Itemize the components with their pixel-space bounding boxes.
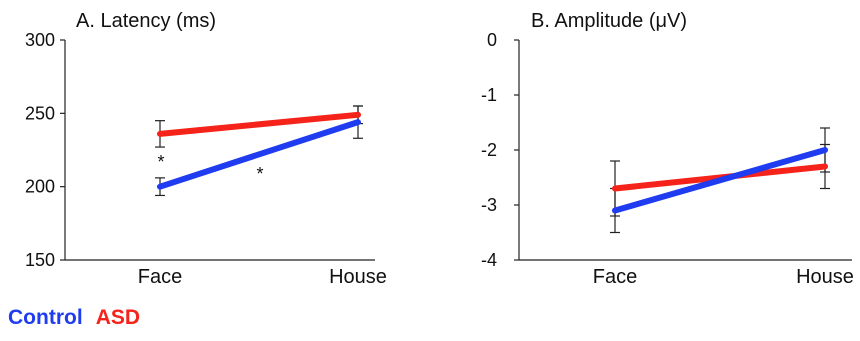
series-line-asd bbox=[157, 111, 361, 137]
x-tick-label: House bbox=[329, 266, 387, 288]
y-tick-label: 0 bbox=[487, 30, 497, 50]
y-tick-label: -1 bbox=[481, 85, 497, 105]
chart-amplitude: B. Amplitude (μV) 0 -1 -2 -3 -4 Face House bbox=[481, 10, 854, 288]
x-tick-label: House bbox=[796, 266, 854, 288]
chart-amplitude-title: B. Amplitude (μV) bbox=[531, 10, 687, 32]
y-tick-label: 300 bbox=[25, 30, 55, 50]
chart-amplitude-y-ticks: 0 -1 -2 -3 -4 bbox=[481, 30, 519, 270]
chart-amplitude-series bbox=[610, 127, 830, 234]
series-line-control bbox=[157, 119, 361, 190]
series-line-control bbox=[612, 147, 828, 214]
y-tick-label: 250 bbox=[25, 103, 55, 123]
chart-amplitude-x-labels: Face House bbox=[593, 266, 854, 288]
y-tick-label: 150 bbox=[25, 250, 55, 270]
annotation-star: * bbox=[157, 152, 164, 172]
y-tick-label: -3 bbox=[481, 195, 497, 215]
annotation-star: * bbox=[256, 164, 263, 184]
y-tick-label: -4 bbox=[481, 250, 497, 270]
y-tick-label: 200 bbox=[25, 177, 55, 197]
chart-latency-title: A. Latency (ms) bbox=[76, 10, 216, 32]
x-tick-label: Face bbox=[138, 266, 182, 288]
x-tick-label: Face bbox=[593, 266, 637, 288]
chart-latency-x-labels: Face House bbox=[138, 266, 387, 288]
legend-control: Control bbox=[8, 306, 83, 329]
chart-latency-series bbox=[155, 105, 363, 197]
legend: Control ASD bbox=[8, 306, 148, 330]
legend-asd: ASD bbox=[95, 306, 141, 329]
chart-latency-y-ticks: 300 250 200 150 bbox=[25, 30, 65, 270]
y-tick-label: -2 bbox=[481, 140, 497, 160]
chart-latency: A. Latency (ms) 300 250 200 150 Face House *… bbox=[25, 10, 387, 288]
